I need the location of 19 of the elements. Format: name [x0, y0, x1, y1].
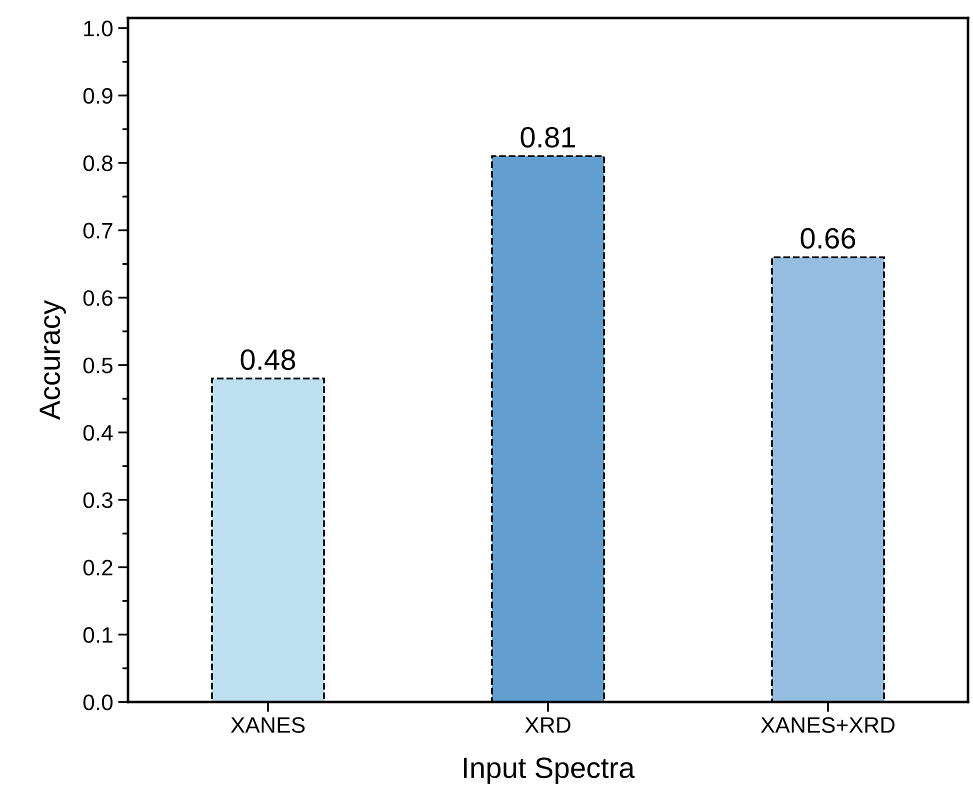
- y-tick-label: 0.6: [83, 290, 112, 306]
- data-label: 0.66: [800, 228, 856, 249]
- y-tick-label: 0.8: [83, 155, 112, 172]
- y-tick-label: 0.9: [83, 88, 112, 104]
- x-tick-label: XANES+XRD: [760, 717, 895, 733]
- x-axis-title: Input Spectra: [464, 758, 635, 784]
- y-tick-label: 0.4: [83, 424, 113, 441]
- y-tick-label: 0.5: [83, 358, 112, 374]
- data-label: 0.81: [520, 126, 575, 148]
- y-tick-label: 0.7: [83, 222, 112, 239]
- y-tick-label: 0.2: [83, 560, 112, 576]
- x-tick-label: XANES: [230, 717, 305, 733]
- y-axis-title: Accuracy: [40, 300, 66, 420]
- y-tick-label: 0.3: [83, 492, 112, 508]
- y-tick-label: 0.1: [83, 627, 112, 643]
- x-tick-label: XRD: [525, 717, 570, 733]
- y-tick-label: 1.0: [84, 20, 113, 36]
- data-label: 0.48: [240, 349, 296, 370]
- y-tick-label: 0.0: [83, 694, 113, 710]
